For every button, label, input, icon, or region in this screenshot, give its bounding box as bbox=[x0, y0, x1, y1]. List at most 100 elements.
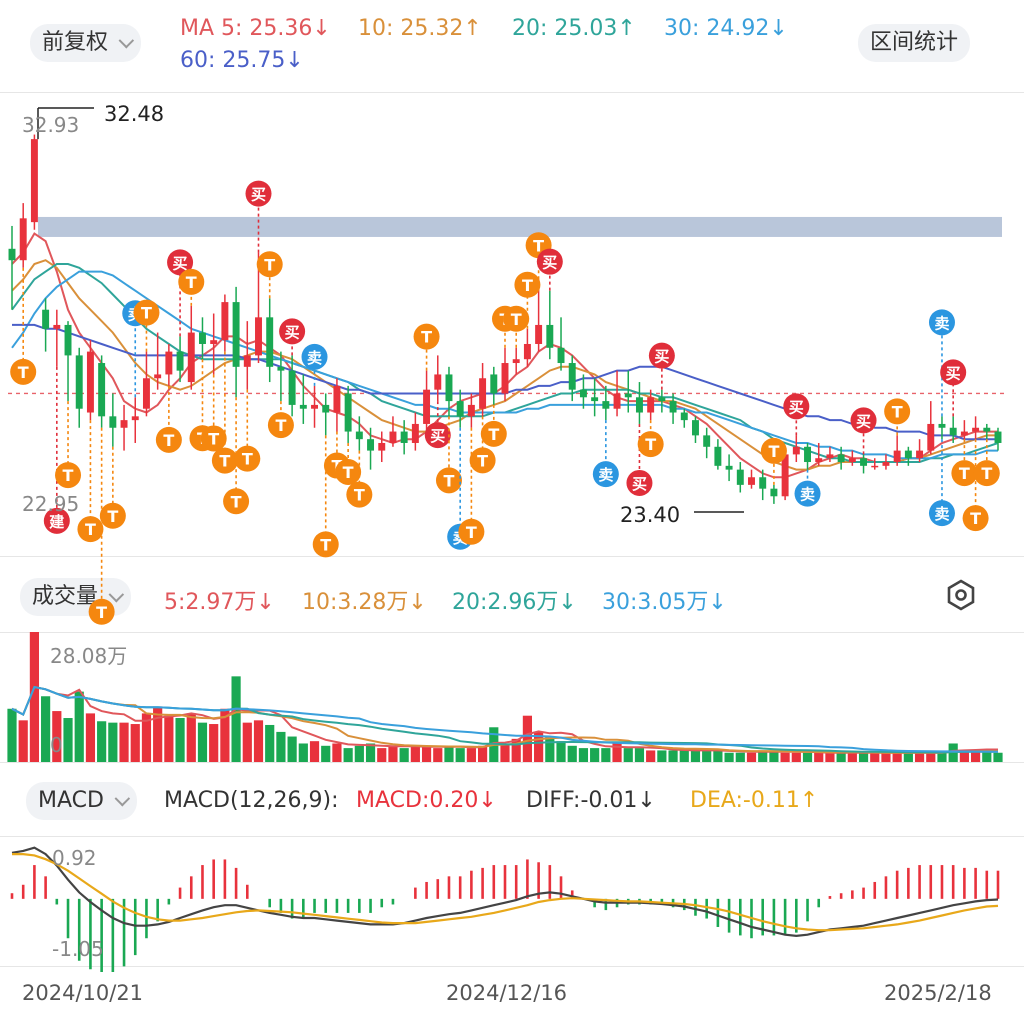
ma20-legend: 20: 25.03↑ bbox=[512, 16, 636, 41]
volume-bar bbox=[858, 752, 869, 762]
volume-bar bbox=[287, 736, 297, 762]
signal-label: T bbox=[981, 464, 992, 483]
volume-bar bbox=[175, 718, 185, 762]
candle bbox=[579, 389, 587, 398]
signal-badge-t bbox=[962, 505, 989, 532]
candle bbox=[725, 465, 733, 470]
vol-ma5-legend: 5:2.97万↓ bbox=[164, 590, 275, 615]
volume-bar bbox=[578, 748, 589, 762]
signal-label: T bbox=[141, 304, 152, 323]
volume-bar bbox=[377, 748, 387, 762]
signal-badge-buy bbox=[850, 407, 877, 434]
candle bbox=[692, 420, 699, 436]
volume-select[interactable]: 成交量 bbox=[20, 578, 132, 616]
volume-bar bbox=[343, 748, 353, 762]
volume-bar bbox=[466, 748, 476, 762]
candle bbox=[266, 317, 274, 367]
signal-badge-t bbox=[178, 268, 205, 295]
signal-label: 买 bbox=[251, 186, 266, 204]
volume-bar bbox=[690, 750, 701, 762]
volume-bar bbox=[522, 715, 533, 762]
signal-badge-t bbox=[480, 420, 507, 447]
volume-bar bbox=[702, 750, 712, 762]
signal-label: 卖 bbox=[598, 466, 613, 484]
volume-bar bbox=[914, 752, 925, 762]
settings-hexagon-icon[interactable] bbox=[944, 578, 978, 612]
volume-bar bbox=[825, 752, 835, 762]
signal-badge-t bbox=[200, 425, 227, 452]
volume-panel bbox=[7, 632, 1003, 762]
macd-select[interactable]: MACD bbox=[26, 782, 137, 820]
volume-bar bbox=[590, 748, 600, 762]
volume-bar bbox=[209, 724, 219, 762]
candle bbox=[501, 363, 509, 394]
candle bbox=[120, 420, 128, 428]
x-tick-3: 2025/2/18 bbox=[884, 981, 992, 1005]
vol-ma20-legend: 20:2.96万↓ bbox=[452, 590, 577, 615]
signal-label: T bbox=[163, 431, 174, 450]
candle bbox=[815, 458, 823, 463]
candle bbox=[983, 427, 991, 432]
volume-bar bbox=[197, 722, 208, 762]
volume-bar bbox=[847, 752, 857, 762]
volume-bar bbox=[892, 752, 902, 762]
ma-line-ma30 bbox=[11, 270, 998, 460]
candle bbox=[221, 302, 229, 341]
volume-bar bbox=[153, 706, 163, 762]
volume-bar bbox=[108, 722, 118, 762]
volume-bar bbox=[421, 745, 432, 762]
adjust-select[interactable]: 前复权 bbox=[30, 24, 142, 62]
candle bbox=[479, 378, 487, 409]
candle bbox=[109, 416, 117, 428]
signal-label: T bbox=[343, 463, 354, 482]
signal-label: 买 bbox=[285, 323, 300, 341]
volume-bar bbox=[993, 752, 1003, 762]
volume-bar bbox=[735, 752, 745, 762]
volume-bar bbox=[746, 752, 757, 762]
candle bbox=[411, 423, 419, 443]
ma-line-ma10 bbox=[11, 259, 998, 471]
signal-badge-t bbox=[760, 437, 787, 464]
signal-label: 卖 bbox=[307, 349, 322, 367]
candle bbox=[187, 332, 195, 383]
candle bbox=[748, 477, 755, 485]
candle bbox=[972, 427, 980, 432]
volume-bar bbox=[679, 750, 689, 762]
signal-badge-t bbox=[211, 447, 238, 474]
candle bbox=[210, 340, 218, 344]
signal-badge-t bbox=[10, 358, 37, 385]
volume-bar bbox=[500, 743, 510, 762]
signal-badge-sell bbox=[794, 480, 821, 507]
volume-bar bbox=[769, 750, 779, 762]
volume-bar bbox=[870, 752, 880, 762]
signal-label: 卖 bbox=[934, 505, 949, 523]
candle bbox=[355, 431, 363, 440]
volume-bar bbox=[634, 748, 645, 762]
separator bbox=[0, 966, 1024, 967]
stats-button[interactable]: 区间统计 bbox=[858, 24, 971, 62]
resistance-band bbox=[38, 216, 1002, 237]
volume-bar bbox=[433, 748, 443, 762]
candle bbox=[893, 450, 901, 463]
candle bbox=[98, 363, 106, 417]
candle bbox=[344, 393, 352, 432]
volume-bar bbox=[926, 752, 936, 762]
volume-bar bbox=[309, 741, 320, 762]
signal-label: T bbox=[264, 255, 275, 274]
macd-params: MACD(12,26,9): bbox=[164, 788, 339, 813]
candle bbox=[994, 431, 1002, 443]
signal-badge-buy bbox=[279, 318, 306, 345]
candle bbox=[860, 458, 868, 466]
candle bbox=[916, 450, 924, 459]
macd-axis-bottom: -1.05 bbox=[52, 937, 104, 961]
volume-bar bbox=[567, 745, 577, 762]
signal-badge-t bbox=[88, 598, 115, 625]
signal-badge-t bbox=[973, 460, 1000, 487]
candle bbox=[367, 439, 375, 451]
signal-badge-buy bbox=[43, 507, 70, 534]
signal-label: 卖 bbox=[800, 486, 815, 504]
signal-label: T bbox=[208, 429, 219, 448]
signal-label: 卖 bbox=[934, 314, 949, 332]
volume-bar bbox=[399, 748, 409, 762]
